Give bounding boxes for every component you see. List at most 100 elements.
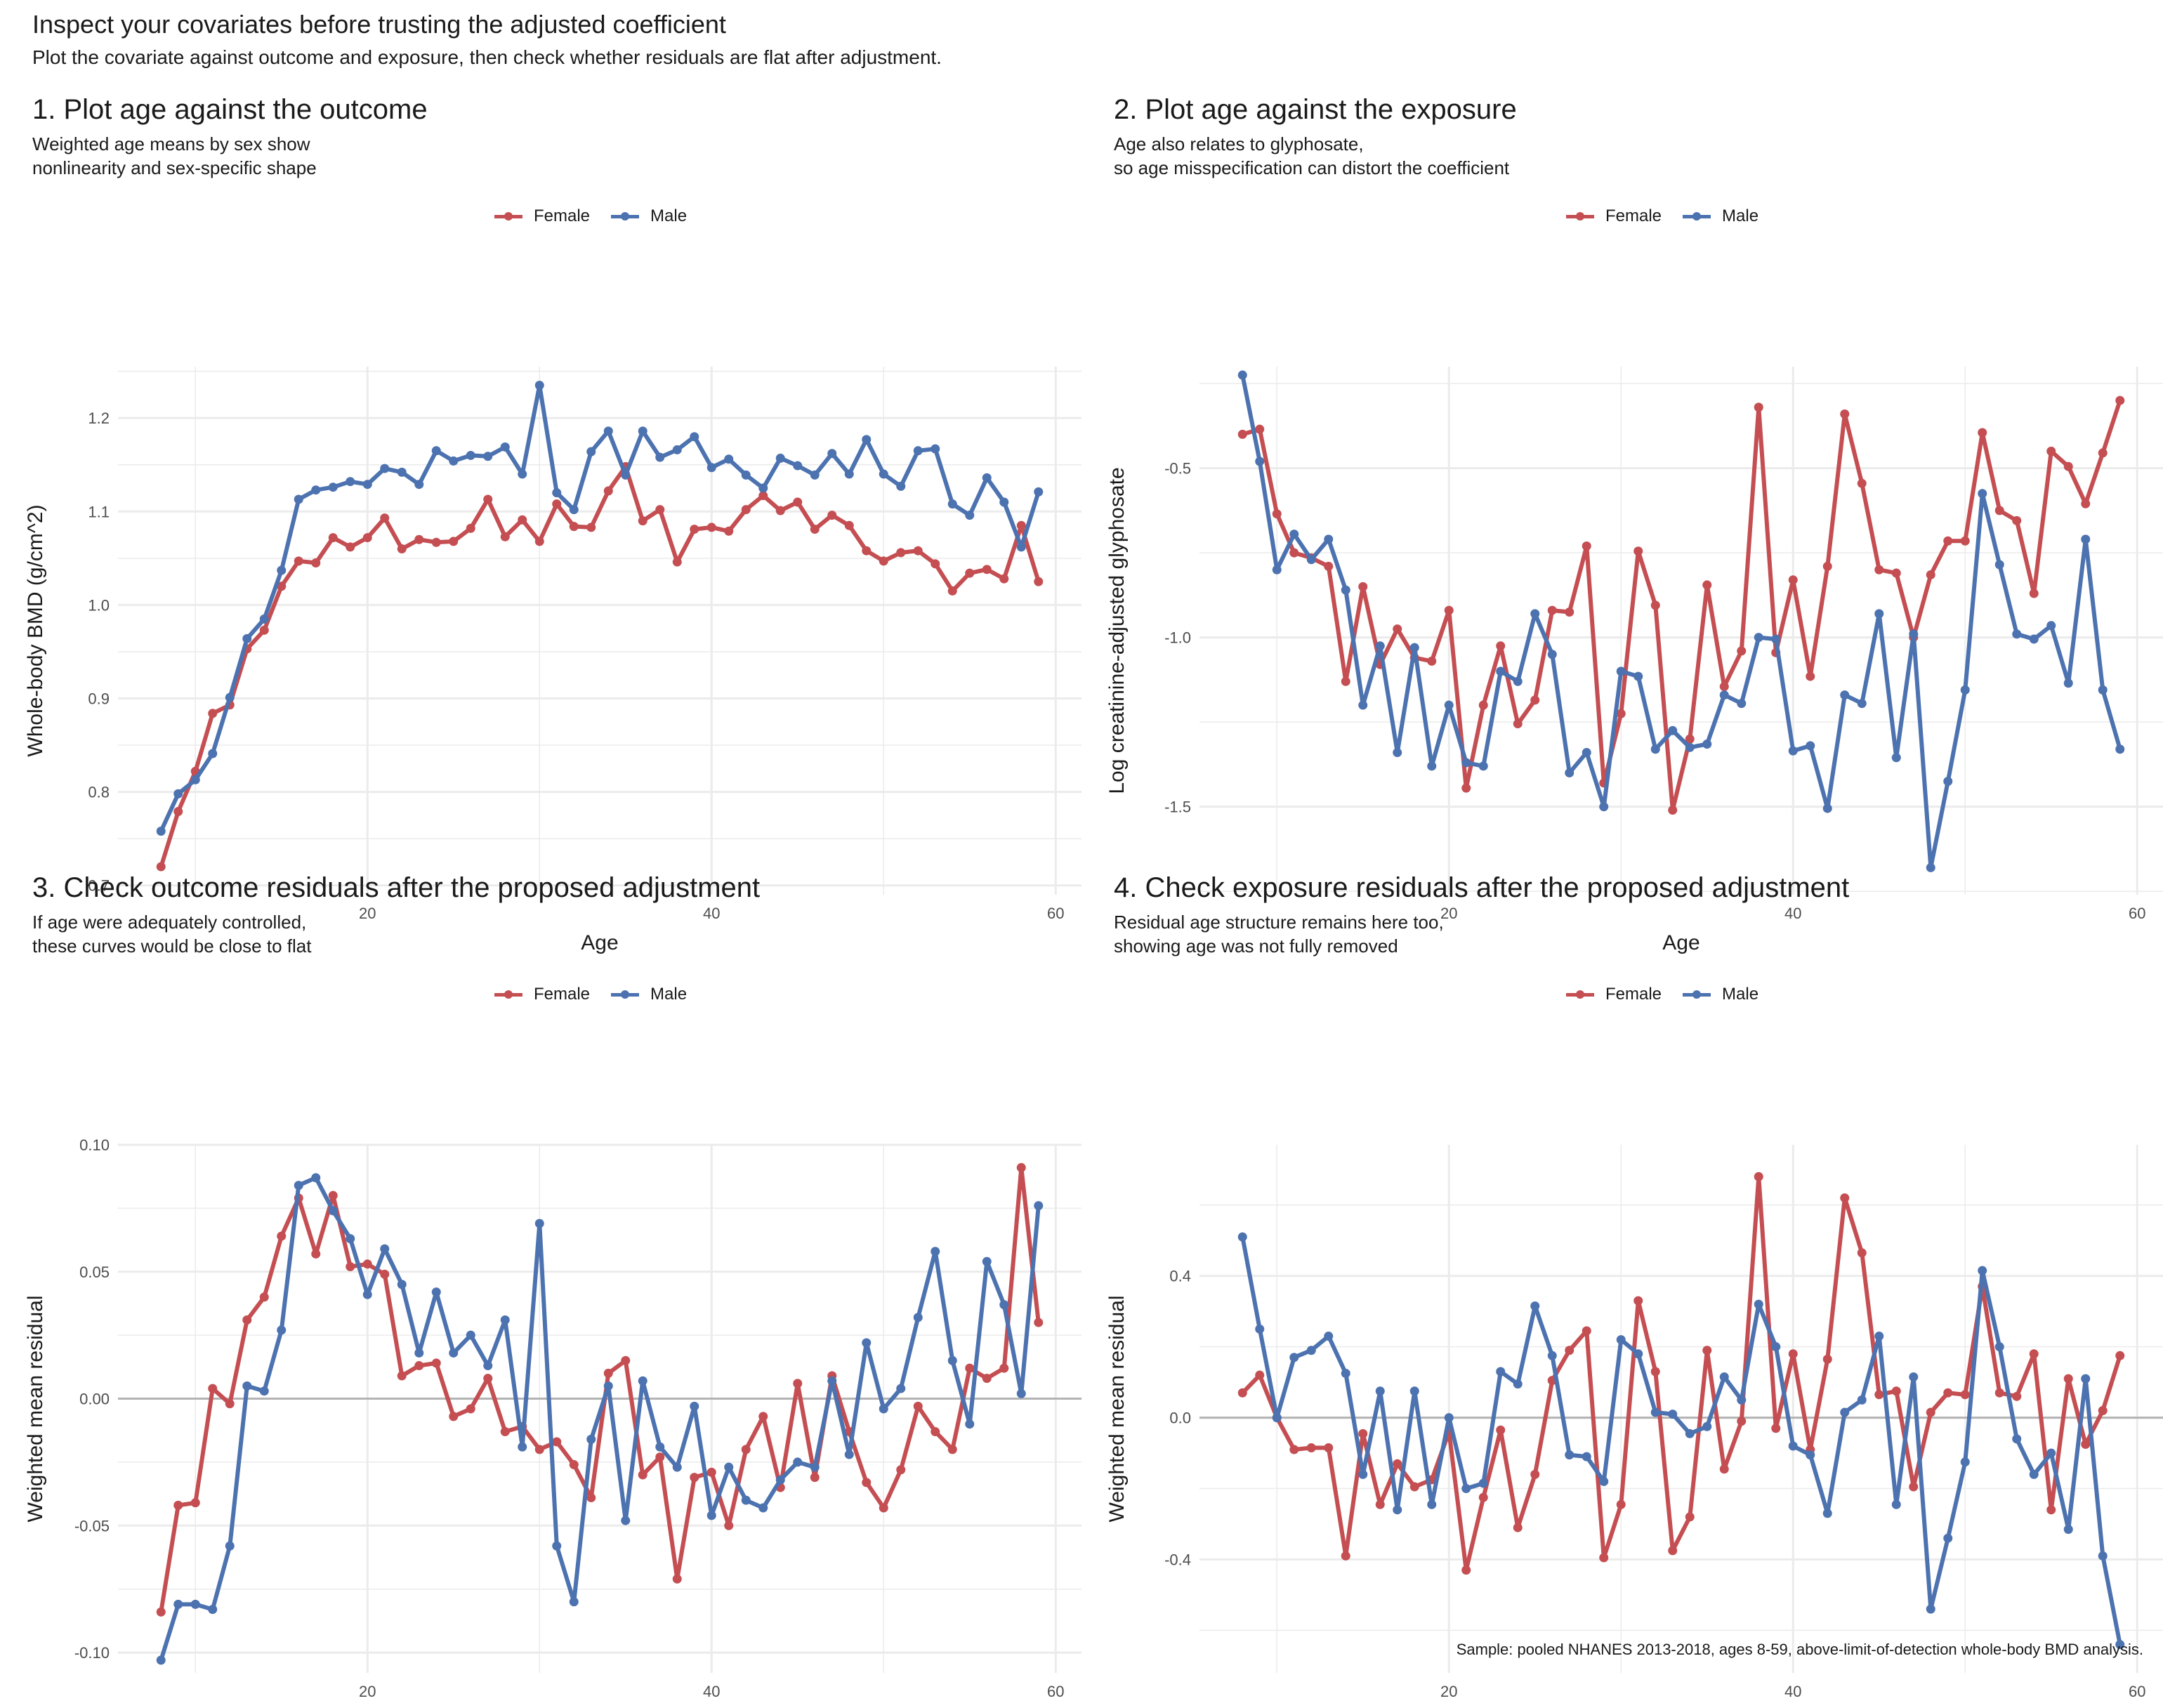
data-point-female <box>1822 561 1832 571</box>
data-point-male <box>1547 650 1557 659</box>
panel-title: 1. Plot age against the outcome <box>32 94 428 125</box>
data-point-male <box>1513 676 1523 686</box>
legend-item-male: Male <box>1680 206 1758 226</box>
data-point-male <box>552 1541 562 1551</box>
data-point-female <box>1702 580 1712 590</box>
data-point-male <box>965 1419 975 1429</box>
y-tick-label: -0.4 <box>1164 1551 1191 1568</box>
data-point-male <box>569 1597 579 1607</box>
data-point-male <box>603 1381 613 1391</box>
y-tick-label: 0.9 <box>88 690 110 707</box>
data-point-female <box>1496 641 1506 651</box>
legend-item-female: Female <box>492 985 590 1004</box>
data-point-male <box>2063 1525 2073 1535</box>
data-point-female <box>827 511 837 520</box>
data-point-female <box>500 532 510 541</box>
data-point-male <box>947 1355 957 1365</box>
y-tick-label: 0.05 <box>79 1263 110 1281</box>
data-point-female <box>1358 1428 1368 1438</box>
data-point-female <box>1668 805 1678 815</box>
data-point-male <box>844 469 854 479</box>
data-point-male <box>999 497 1009 507</box>
panel-subtitle: Age also relates to glyphosate, so age m… <box>1114 132 2163 180</box>
data-point-female <box>2063 1374 2073 1384</box>
data-point-male <box>1771 1342 1781 1352</box>
data-point-female <box>414 1361 424 1371</box>
data-point-male <box>982 473 992 482</box>
data-point-female <box>449 537 459 546</box>
data-point-male <box>1702 739 1712 749</box>
data-point-female <box>449 1412 459 1421</box>
data-point-female <box>1926 1407 1935 1417</box>
legend-item-female: Female <box>492 206 590 226</box>
data-point-female <box>1994 1388 2004 1398</box>
x-tick-label: 40 <box>703 1683 720 1700</box>
series-line-male <box>159 383 1041 834</box>
x-tick-label: 40 <box>1784 1683 1801 1700</box>
x-axis-title: Age <box>581 931 618 954</box>
data-point-female <box>638 516 647 526</box>
data-point-male <box>1788 1441 1798 1451</box>
data-point-female <box>1633 546 1643 556</box>
data-point-female <box>380 513 390 523</box>
data-point-male <box>2029 634 2039 644</box>
panel-title: 3. Check outcome residuals after the pro… <box>32 872 761 903</box>
data-point-male <box>208 749 218 758</box>
legend-item-male: Male <box>608 985 687 1004</box>
series-male <box>1237 1232 2125 1650</box>
data-point-female <box>1737 646 1747 656</box>
data-point-male <box>1685 1428 1695 1438</box>
data-point-female <box>1582 1326 1591 1336</box>
data-point-female <box>259 1292 269 1302</box>
data-point-female <box>173 807 183 817</box>
data-point-female <box>1737 1417 1747 1426</box>
data-point-female <box>328 1190 338 1200</box>
data-point-female <box>999 1363 1009 1373</box>
data-point-female <box>397 1371 407 1381</box>
data-point-male <box>758 483 768 493</box>
series-female <box>156 1163 1044 1617</box>
data-point-male <box>2081 534 2091 544</box>
data-point-male <box>1034 1201 1044 1211</box>
data-point-female <box>931 559 940 569</box>
data-point-male <box>225 1541 235 1551</box>
y-tick-label: 0.8 <box>88 784 110 801</box>
data-point-female <box>1461 783 1471 793</box>
data-point-female <box>1857 1248 1867 1258</box>
data-point-female <box>346 1262 355 1272</box>
data-point-male <box>1324 534 1334 544</box>
data-point-male <box>1444 1413 1454 1423</box>
data-point-male <box>1891 1499 1901 1509</box>
y-tick-label: -0.5 <box>1164 460 1191 478</box>
data-point-male <box>690 432 699 442</box>
data-point-male <box>1530 1301 1540 1311</box>
data-point-female <box>1616 709 1626 718</box>
data-point-female <box>1926 570 1935 579</box>
figure-title: Inspect your covariates before trusting … <box>32 10 726 39</box>
data-point-male <box>862 435 872 445</box>
data-point-male <box>1478 1478 1488 1488</box>
data-point-female <box>655 1452 665 1462</box>
data-point-female <box>2029 1349 2039 1359</box>
legend: Female Male <box>1563 206 1777 226</box>
data-point-male <box>156 826 166 836</box>
data-point-female <box>879 1503 888 1513</box>
x-tick-label: 60 <box>2129 1683 2145 1700</box>
data-point-male <box>1754 633 1763 643</box>
data-point-male <box>1375 1386 1385 1396</box>
data-point-male <box>362 480 372 490</box>
data-point-male <box>1565 768 1574 777</box>
data-point-male <box>810 470 820 480</box>
data-point-male <box>466 450 475 460</box>
legend-label-female: Female <box>1605 985 1662 1004</box>
data-point-male <box>638 1376 647 1386</box>
panel-subtitle: Weighted age means by sex show nonlinear… <box>32 132 1086 180</box>
data-point-female <box>1034 1318 1044 1327</box>
data-point-male <box>1668 725 1678 735</box>
data-point-male <box>1582 1452 1591 1461</box>
data-point-male <box>552 488 562 498</box>
data-point-female <box>586 1493 596 1503</box>
data-point-female <box>982 1374 992 1384</box>
x-tick-label: 40 <box>1784 905 1801 922</box>
